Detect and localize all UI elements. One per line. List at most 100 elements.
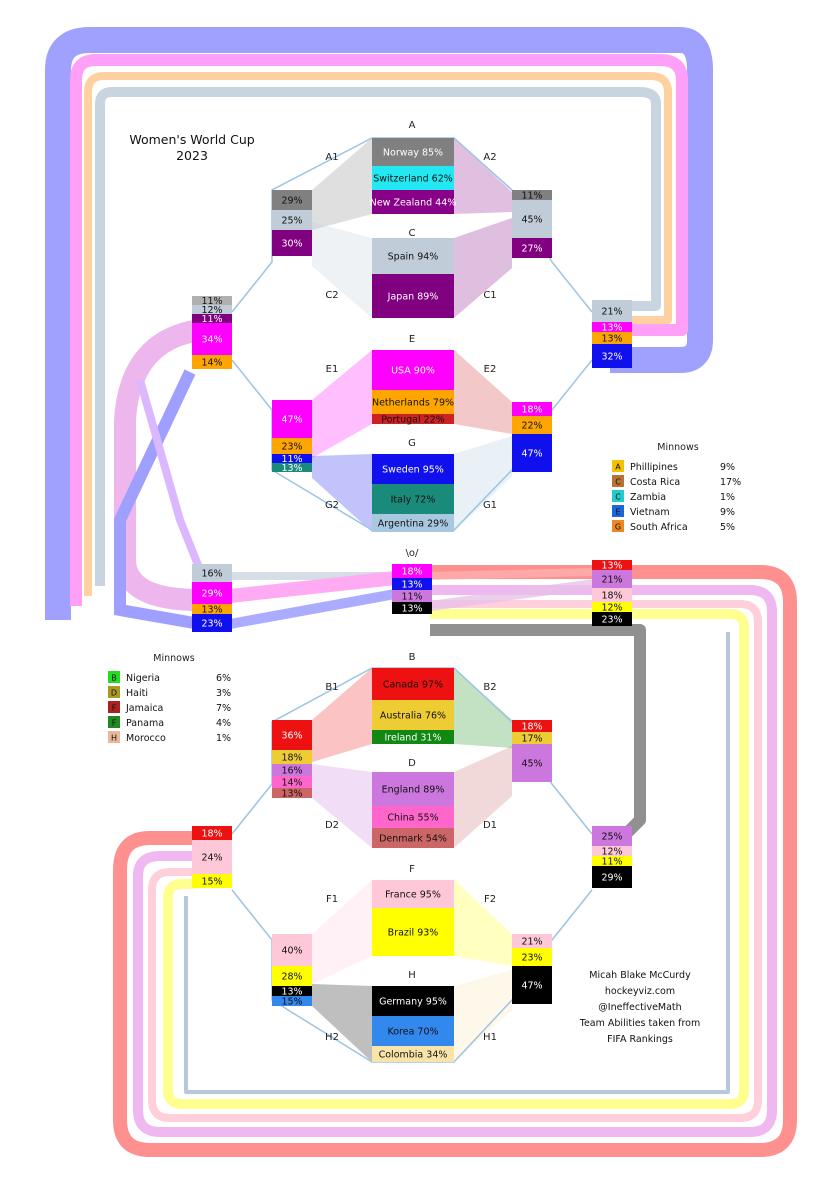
stack-value-a1-2: 30% [281,239,302,250]
slot-label-f1: F1 [326,894,338,905]
slot-label-a1: A1 [325,152,338,163]
flow-left-group-d [312,764,372,848]
stack-value-ql2-1: 24% [201,853,222,864]
flow-left-group-h [312,984,372,1062]
team-label-norway-85: Norway 85% [383,148,443,159]
legend-bottom-key-panama: F [112,719,117,728]
stack-value-b1-3: 14% [281,778,302,789]
stack-value-ql-3: 34% [201,335,222,346]
stack-cell-f1-1 [272,966,312,986]
legend-top-swatch-zambia [612,490,624,502]
legend-bottom-key-morocco: H [111,734,117,743]
legend-top-title: Minnows [657,442,698,453]
team-label-canada-97: Canada 97% [383,680,443,691]
stack-cell-b1-2 [272,764,312,776]
team-bar-england-89 [372,772,454,806]
team-label-netherlands-79: Netherlands 79% [372,398,454,409]
stack-cell-ce-3 [392,602,432,614]
stack-cell-ce-2 [392,590,432,602]
stack-cell-f1-3 [272,996,312,1006]
team-bar-canada-97 [372,668,454,700]
stack-sr: 13% 21% 18%12%23% [592,560,632,626]
outer-loop-bottom [113,565,797,1157]
stack-value-sr-1: 21% [601,575,622,586]
loop-band-lavender [133,585,777,1137]
legend-top-name-zambia: Zambia [630,492,666,503]
stack-value-qr2-1: 12% [601,847,622,858]
legend-bottom-name-panama: Panama [126,718,164,729]
stack-e1: 47% 23%11%13% [272,400,312,474]
stack-value-b1-4: 13% [281,789,302,800]
stack-cell-qr-0 [592,300,632,322]
stack-cell-sr-1 [592,570,632,588]
team-bar-spain-94 [372,238,454,274]
stack-value-ql-1: 12% [201,305,222,316]
legend-top-swatch-vietnam [612,505,624,517]
stack-cell-f1-0 [272,934,312,966]
slot-label-a2: A2 [483,152,496,163]
slot-label-d1: D1 [483,820,497,831]
outer-loop-top [45,27,713,620]
team-label-sweden-95: Sweden 95% [382,465,444,476]
stack-cell-f2-1 [512,948,552,966]
stack-value-b1-0: 36% [281,731,302,742]
stack-value-e2-0: 18% [521,405,542,416]
flow-left-group-b [312,668,372,762]
stack-cell-ql2-0 [192,826,232,840]
slot-label-e2: E2 [484,364,497,375]
stack-value-qr-1: 13% [601,323,622,334]
stack-f1: 40% 28% 13%15% [272,934,312,1008]
stack-cell-sl-2 [192,604,232,614]
legend-top-key-costa-rica: C [615,478,621,487]
legend-top-name-south-africa: South Africa [630,522,688,533]
legend-top-key-vietnam: E [615,508,620,517]
stack-ql2: 18% 24% 15% [192,826,232,888]
loop-band-yellow [163,609,749,1109]
legend-top-key-south-africa: G [615,523,621,532]
team-bar-norway-85 [372,138,454,166]
slot-label-d2: D2 [325,820,339,831]
slot-label-e1: E1 [326,364,339,375]
team-bar-germany-95 [372,986,454,1016]
stack-cell-e2-0 [512,402,552,416]
stack-cell-b1-1 [272,750,312,764]
cross-bands [114,319,596,630]
stack-cell-b1-0 [272,720,312,750]
legend-top: Minnows A Phillipines 9% C Costa Rica 17% C Zamb… [612,442,741,533]
team-bar-sweden-95 [372,454,454,484]
team-label-china-55: China 55% [387,813,438,824]
stack-value-ce-2: 11% [401,592,422,603]
team-label-denmark-54: Denmark 54% [379,834,447,845]
stack-value-b1-1: 18% [281,753,302,764]
stack-f2: 21% 23% 47% [512,934,552,1004]
stack-value-e1-2: 11% [281,454,302,465]
legend-bottom-swatch-panama [108,716,120,728]
stack-value-e2-1: 22% [521,421,542,432]
flow-right-group-d [454,746,512,848]
group-a: A Norway 85% Switzerland 62% New Zealand 44… [370,120,456,214]
stack-cell-sl-3 [192,614,232,632]
link-red [429,568,596,580]
stack-value-sl-3: 23% [201,619,222,630]
stack-value-qr2-3: 29% [601,873,622,884]
team-bar-portugal-22 [372,414,454,424]
team-bar-switzerland-62 [372,166,454,190]
team-bar-usa-90 [372,350,454,390]
stack-value-qr2-2: 11% [601,857,622,868]
slot-label-f2: F2 [484,894,496,905]
flow-left-group-c [312,222,372,318]
stack-value-ql-4: 14% [201,358,222,369]
stack-cell-sr-4 [592,612,632,626]
center-label: \o/ [406,548,419,559]
stack-ce: 18% 13%11%13% [392,564,432,615]
stack-cell-a2-1 [512,200,552,238]
legend-bottom-value-jamaica: 7% [216,703,231,714]
stack-a2: 11% 45% 27% [512,190,552,258]
legend-top-name-costa-rica: Costa Rica [630,477,680,488]
flow-left-group-e [312,350,372,458]
legend-top-swatch-south-africa [612,520,624,532]
loop-band-pink [70,54,688,606]
stack-value-b1-2: 16% [281,766,302,777]
stack-value-f1-2: 13% [281,987,302,998]
team-bar-korea-70 [372,1016,454,1046]
